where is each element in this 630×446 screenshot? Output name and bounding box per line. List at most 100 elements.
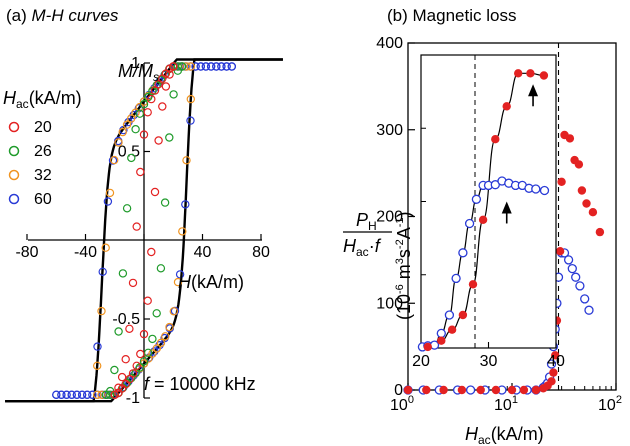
loop-32-point xyxy=(97,390,106,399)
loop-32-point xyxy=(182,156,191,165)
panel-b-xlabel: Hac(kA/m) xyxy=(465,424,544,446)
loop-32-point xyxy=(114,138,123,147)
legend: Hac(kA/m) 20 26 32 60 xyxy=(3,88,82,208)
filled-point xyxy=(403,385,413,395)
panel-a: (a) M-H curves -80 -40 40 80 -1 -0.5 0.5 1 M/Ms… xyxy=(3,6,283,407)
loop-20-point xyxy=(143,108,152,117)
panel-a-ticks: -80 -40 40 80 -1 -0.5 0.5 1 xyxy=(15,55,270,407)
loop-20-point xyxy=(147,247,156,257)
inset-filled-point xyxy=(514,69,523,78)
loop-60-point xyxy=(191,62,200,71)
loop-60-point xyxy=(186,116,195,125)
loop-20-point xyxy=(128,278,138,288)
inset-open-point xyxy=(436,328,446,339)
open-point xyxy=(567,263,577,274)
loop-26-point xyxy=(152,309,161,318)
loop-60-point xyxy=(196,62,205,71)
loop-60-point xyxy=(57,390,66,399)
loop-32-point xyxy=(92,361,102,370)
loop-26-point xyxy=(101,390,111,399)
loop-32-point xyxy=(152,344,161,353)
loop-26-point xyxy=(160,198,170,207)
loop-26-point xyxy=(173,66,182,75)
loop-32-point xyxy=(169,307,178,316)
inset-filled-point xyxy=(458,310,468,320)
loop-26-point xyxy=(139,99,149,109)
filled-point xyxy=(551,351,560,360)
open-point xyxy=(575,281,585,291)
loop-20-point xyxy=(117,372,127,382)
loop-60-point xyxy=(67,390,76,399)
loop-20-point xyxy=(150,86,160,95)
loop-20-point xyxy=(139,329,149,339)
loop-60-point xyxy=(175,270,185,279)
filled-point xyxy=(582,199,591,208)
loop-32-point xyxy=(139,97,149,106)
loop-32-point xyxy=(105,188,115,198)
loop-26-point xyxy=(165,133,174,142)
loop-32-point xyxy=(178,227,187,236)
panel-b-ylabel: PH Hac·f (10-6 m3s-2A-1) xyxy=(343,210,414,320)
inset-open-point xyxy=(444,310,455,320)
inset-open-point xyxy=(464,218,475,229)
loop-26-point xyxy=(105,390,115,399)
inset-filled-point xyxy=(468,280,478,289)
frequency-annotation: f = 10000 kHz xyxy=(144,374,256,394)
loop-20-point xyxy=(125,375,134,384)
loop-20-point xyxy=(158,102,167,111)
inset-open-point xyxy=(539,185,550,196)
loop-60-point xyxy=(77,390,87,399)
panel-a-title: (a) M-H curves xyxy=(6,6,119,25)
filled-point xyxy=(547,377,556,386)
loop-60-point xyxy=(82,390,92,399)
filled-point xyxy=(577,186,587,195)
filled-point xyxy=(549,368,558,377)
y-tick-label: 1 xyxy=(131,55,140,72)
inset-open-point xyxy=(471,194,482,204)
loop-20-point xyxy=(161,82,171,91)
loop-32-point xyxy=(97,306,106,316)
panel-a-ylabel: M/Ms xyxy=(118,61,159,84)
inset-filled-point xyxy=(447,325,457,334)
loop-20-point xyxy=(136,349,145,359)
filled-point xyxy=(565,134,575,143)
loop-20-point xyxy=(136,167,145,177)
loop-20-point xyxy=(128,369,138,378)
filled-point xyxy=(439,385,448,395)
x-tick-label: -40 xyxy=(74,244,97,261)
loop-26-point xyxy=(122,204,132,213)
loop-32-point xyxy=(173,277,183,287)
open-point xyxy=(580,294,590,304)
loop-60-point xyxy=(201,62,211,71)
loop-32-point xyxy=(101,243,110,252)
loop-20-point xyxy=(154,136,163,145)
panel-b-title: (b) Magnetic loss xyxy=(387,6,516,25)
loop-60-point xyxy=(222,62,231,71)
inset-filled-point xyxy=(502,102,511,111)
loop-20-point xyxy=(121,355,130,364)
loop-20-point xyxy=(165,70,174,79)
loop-26-point xyxy=(131,124,140,134)
inset-filled-point xyxy=(491,135,500,144)
y-tick-label: 400 xyxy=(376,35,403,52)
y-tick-label: 0.5 xyxy=(118,144,140,161)
open-point xyxy=(563,255,574,265)
loop-60-point xyxy=(72,390,82,399)
legend-label-60: 60 xyxy=(34,191,52,208)
loop-60-point xyxy=(206,62,216,71)
loop-60-point xyxy=(88,390,97,399)
loop-20-point xyxy=(125,324,134,333)
ylabel-numerator: PH xyxy=(356,210,377,233)
x-tick-label: -80 xyxy=(15,244,38,261)
loop-32-point xyxy=(182,62,191,71)
loop-60-point xyxy=(217,62,226,71)
minor-loops xyxy=(52,62,236,399)
loop-32-point xyxy=(126,114,136,123)
loop-20-point xyxy=(132,222,141,231)
loop-26-point xyxy=(152,81,161,90)
filled-point xyxy=(491,385,501,395)
loop-60-point xyxy=(103,197,113,206)
major-loop-lower xyxy=(5,58,283,403)
